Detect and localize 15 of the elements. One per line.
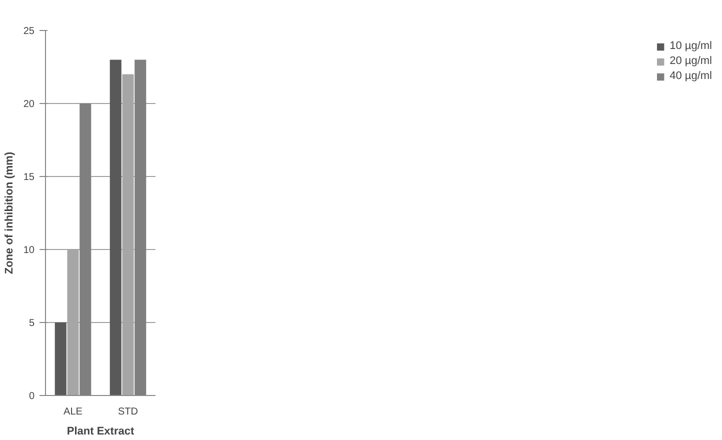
y-tick-label: 15 [23,172,35,183]
y-tick-label: 20 [23,99,35,110]
bar [110,60,122,396]
y-tick-label: 25 [23,26,35,37]
y-tick-label: 5 [28,318,35,329]
y-axis-title: Zone of inhibition (mm) [3,152,16,274]
legend-label: 20 µg/ml [670,55,712,67]
bar [54,322,66,396]
x-axis-title: Plant Extract [66,426,134,438]
x-tick-label: ALE [64,406,83,418]
y-tick-label: 0 [28,391,35,402]
legend-label: 40 µg/ml [670,70,712,82]
x-tick-label: STD [118,406,138,418]
legend-label: 10 µg/ml [670,40,712,52]
y-tick-label: 10 [23,245,35,256]
